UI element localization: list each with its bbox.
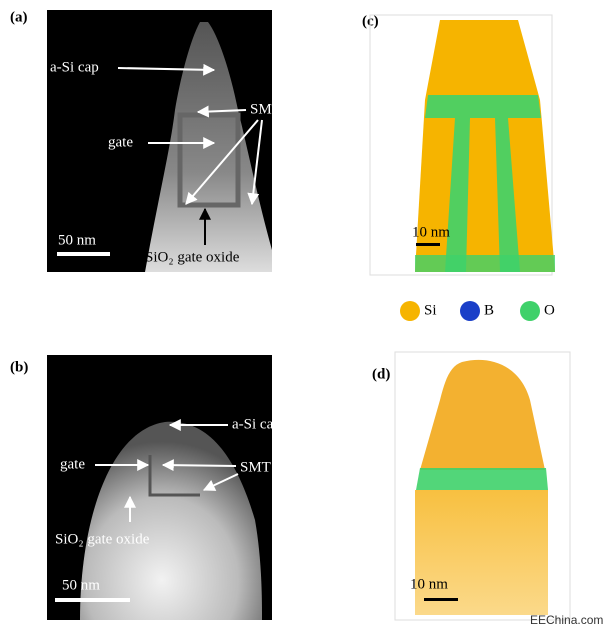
scale-bar xyxy=(416,243,440,246)
legend-label: B xyxy=(484,302,494,318)
annotation: SMT xyxy=(250,101,281,117)
legend-swatch xyxy=(460,301,480,321)
scale-label: 10 nm xyxy=(410,576,448,592)
panel-a: (a) a-Si cap SMT gate SiO₂ gate oxide 50… xyxy=(10,9,281,272)
panel-label: (a) xyxy=(10,9,28,25)
watermark: EEChina.com xyxy=(530,613,603,627)
scale-label: 10 nm xyxy=(412,224,450,240)
panel-c: (c) 10 nm xyxy=(362,13,555,276)
legend-label: Si xyxy=(424,302,437,318)
legend-swatch xyxy=(520,301,540,321)
legend: Si B O xyxy=(400,301,555,321)
legend-label: O xyxy=(544,302,555,318)
panel-label: (d) xyxy=(372,366,390,382)
specimen xyxy=(80,421,262,620)
scale-label: 50 nm xyxy=(62,577,100,593)
annotation: SiO₂ gate oxide xyxy=(145,249,240,265)
annotation: gate xyxy=(108,134,133,150)
annotation: gate xyxy=(60,456,85,472)
annotation: SiO₂ gate oxide xyxy=(55,531,150,547)
scale-bar xyxy=(57,252,110,256)
legend-swatch xyxy=(400,301,420,321)
annotation: a-Si cap xyxy=(232,416,281,432)
bounding-box xyxy=(394,351,571,621)
bounding-box xyxy=(369,14,553,276)
panel-d: (d) 10 nm xyxy=(372,351,571,621)
panel-b: (b) a-Si cap gate SMT SiO₂ gate oxide 50… xyxy=(10,355,281,620)
panel-label: (b) xyxy=(10,359,28,375)
scale-bar xyxy=(55,598,130,602)
annotation: a-Si cap xyxy=(50,59,99,75)
scale-label: 50 nm xyxy=(58,232,96,248)
scale-bar xyxy=(424,598,458,601)
reconstruction xyxy=(420,359,545,470)
annotation: SMT xyxy=(240,459,271,475)
